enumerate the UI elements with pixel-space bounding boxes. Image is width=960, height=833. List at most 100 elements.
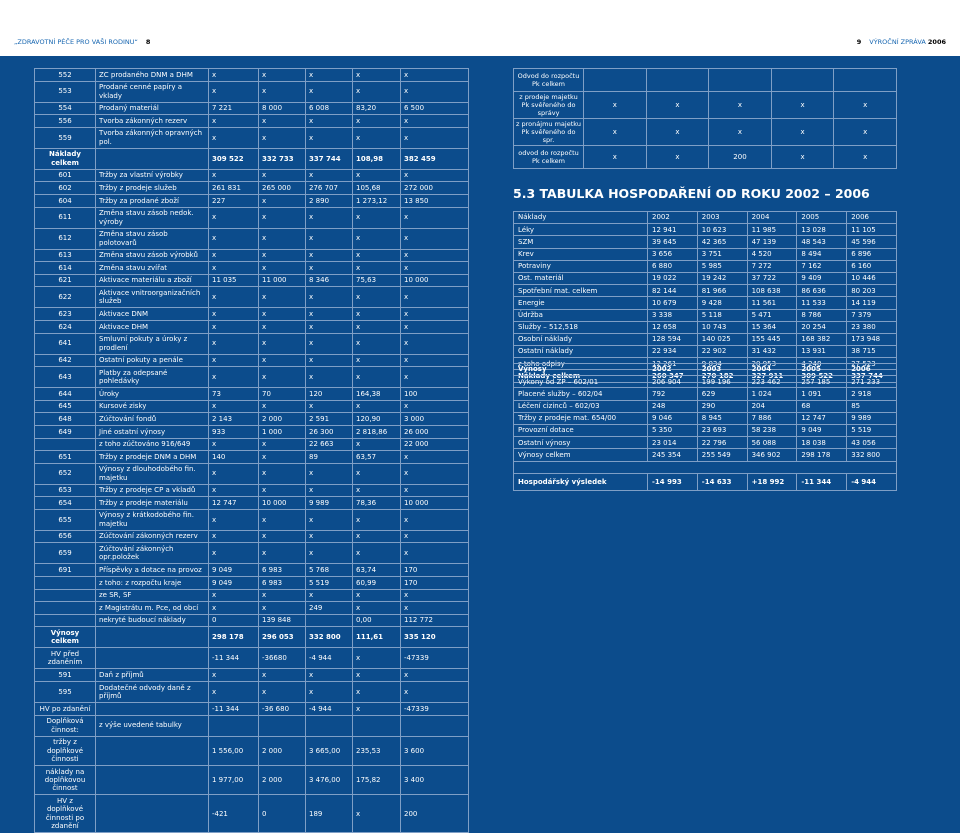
table-cell: 1 273,12 bbox=[352, 193, 401, 208]
table-cell: HV z doplňkové činnosti po zdanění bbox=[34, 794, 96, 833]
table-cell: 382 459 bbox=[400, 147, 469, 170]
table-cell: x bbox=[400, 681, 469, 704]
table-cell: 614 bbox=[34, 261, 96, 275]
table-cell: x bbox=[208, 261, 259, 275]
table-cell: x bbox=[208, 462, 259, 485]
table-row: 601 Tržby za vlastní výrobky x x x x x bbox=[34, 168, 469, 183]
costs-table: Náklady 2002 2003 2004 2005 2006 Léky 12 941 10 … bbox=[513, 210, 897, 383]
table-cell: x bbox=[833, 91, 897, 119]
table-cell: 643 bbox=[34, 366, 96, 389]
table-cell: z prodeje majetku Pk svěřeného do správy bbox=[513, 91, 584, 119]
table-cell: 11 000 bbox=[258, 273, 306, 288]
table-cell: Tvorba zákonných rezerv bbox=[95, 114, 209, 128]
table-cell: 9 989 bbox=[305, 496, 353, 510]
table-row: Doplňková činnost: z výše uvedené tabulky bbox=[34, 714, 469, 737]
table-row: Tržby z prodeje mat. 654/00 9 046 8 945 7 8… bbox=[513, 411, 897, 425]
table-cell: Výnosy celkem bbox=[513, 448, 648, 462]
table-cell: x bbox=[208, 80, 259, 103]
table-cell: Výnosy z krátkodobého fin. majetku bbox=[95, 508, 209, 531]
table-cell: x bbox=[208, 529, 259, 544]
table-cell: x bbox=[305, 68, 353, 82]
table-cell: 6 880 bbox=[647, 259, 698, 273]
table-cell: 613 bbox=[34, 248, 96, 263]
table-row: 648 Zúčtování fondů 2 143 2 000 2 591 120,90 3… bbox=[34, 412, 469, 426]
table-cell: x bbox=[208, 248, 259, 263]
year: 2006 bbox=[927, 38, 946, 46]
table-cell: 1 091 bbox=[796, 387, 848, 401]
table-row: z Magistrátu m. Pce, od obcí x x 249 x x bbox=[34, 601, 469, 615]
table-cell: 290 bbox=[696, 399, 748, 413]
table-cell: Aktivace DHM bbox=[95, 319, 209, 334]
table-row: 552 ZC prodaného DNM a DHM x x x x x bbox=[34, 68, 469, 82]
table-cell: x bbox=[400, 248, 469, 263]
table-cell: Změna stavu zvířat bbox=[95, 261, 209, 275]
table-cell: 8 494 bbox=[796, 247, 848, 261]
table-cell: x bbox=[645, 118, 710, 146]
table-row: HV z doplňkové činnosti po zdanění -421 0 1… bbox=[34, 794, 469, 833]
table-cell: 22 663 bbox=[305, 437, 353, 452]
table-cell: 3 476,00 bbox=[305, 765, 353, 796]
table-cell bbox=[708, 68, 772, 92]
table-cell: x bbox=[208, 437, 259, 452]
table-cell: 8 346 bbox=[305, 273, 353, 288]
table-row: 556 Tvorba zákonných rezerv x x x x x bbox=[34, 114, 469, 128]
table-row: Osobní náklady 128 594 140 025 155 445 168 3… bbox=[513, 332, 897, 347]
table-cell bbox=[34, 437, 96, 452]
table-cell: 9 989 bbox=[846, 411, 897, 425]
table-cell: x bbox=[258, 286, 306, 309]
table-cell: x bbox=[208, 366, 259, 389]
table-cell: x bbox=[400, 126, 469, 149]
table-cell: x bbox=[258, 261, 306, 275]
table-cell: 3 600 bbox=[400, 735, 469, 767]
table-cell: x bbox=[833, 118, 897, 146]
table-cell: Tržby z prodeje služeb bbox=[95, 181, 209, 195]
table-cell: 9 428 bbox=[696, 296, 748, 310]
table-cell: x bbox=[352, 794, 401, 833]
table-cell: 11 105 bbox=[846, 223, 897, 237]
table-cell: 199 196 bbox=[696, 375, 748, 389]
table-cell: 2003 bbox=[696, 210, 748, 225]
table-cell: Léčení cizinců – 602/03 bbox=[513, 399, 648, 413]
table-cell: x bbox=[400, 483, 469, 498]
table-cell: x bbox=[352, 366, 401, 389]
table-cell: 5 118 bbox=[696, 308, 748, 322]
table-cell bbox=[34, 588, 96, 603]
table-cell: -4 944 bbox=[305, 647, 353, 670]
table-row: 612 Změna stavu zásob polotovarů x x x x x bbox=[34, 227, 469, 250]
table-cell bbox=[95, 647, 209, 670]
table-cell: 10 000 bbox=[400, 273, 469, 288]
table-cell: 601 bbox=[34, 168, 96, 183]
table-cell: 276 707 bbox=[305, 181, 353, 195]
table-cell: x bbox=[770, 145, 835, 169]
table-cell: 655 bbox=[34, 508, 96, 531]
table-cell: 3 656 bbox=[647, 247, 698, 261]
table-cell: 85 bbox=[846, 399, 897, 413]
table-cell: x bbox=[258, 248, 306, 263]
table-cell: 272 000 bbox=[400, 181, 469, 195]
table-row: 621 Aktivace materiálu a zboží 11 035 11 00… bbox=[34, 273, 469, 288]
table-cell: 559 bbox=[34, 126, 96, 149]
table-cell: 13 850 bbox=[400, 193, 469, 208]
table-cell: x bbox=[258, 126, 306, 149]
table-cell: 68 bbox=[796, 399, 848, 413]
table-cell: x bbox=[400, 68, 469, 82]
table-cell bbox=[833, 68, 897, 92]
table-cell: 42 365 bbox=[696, 235, 748, 249]
table-cell: 255 549 bbox=[696, 448, 748, 462]
table-cell: x bbox=[258, 542, 306, 565]
table-cell: 39 645 bbox=[647, 235, 698, 249]
table-cell: 691 bbox=[34, 563, 96, 578]
table-cell: 5 350 bbox=[647, 423, 698, 438]
table-cell: 595 bbox=[34, 681, 96, 704]
table-cell: x bbox=[400, 601, 469, 615]
table-cell: 2005 bbox=[796, 362, 848, 377]
table-cell: 2003 bbox=[696, 362, 748, 377]
table-cell bbox=[305, 613, 353, 628]
table-row: HV po zdanění -11 344 -36 680 -4 944 x -47339 bbox=[34, 702, 469, 716]
table-cell: x bbox=[352, 483, 401, 498]
table-cell: 2 890 bbox=[305, 193, 353, 208]
table-cell: 31 432 bbox=[746, 345, 798, 359]
table-cell: HV po zdanění bbox=[34, 702, 96, 716]
table-row: HV před zdaněním -11 344 -36680 -4 944 x -473… bbox=[34, 647, 469, 670]
left-table: 552 ZC prodaného DNM a DHM x x x x x 553 Prodané… bbox=[34, 68, 469, 833]
